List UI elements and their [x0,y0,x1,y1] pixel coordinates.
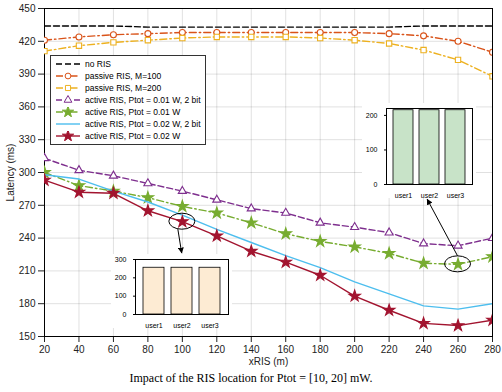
svg-text:20: 20 [39,344,51,355]
svg-text:user1: user1 [395,192,413,198]
svg-text:200: 200 [115,274,127,281]
svg-text:450: 450 [19,3,36,14]
svg-text:240: 240 [19,232,36,243]
html-text:active RIS, Ptot = 0.01 W, 2 b: active RIS, Ptot = 0.01 W, 2 bit [85,95,201,105]
svg-text:240: 240 [415,344,432,355]
svg-text:300: 300 [19,167,36,178]
svg-text:80: 80 [142,344,154,355]
svg-text:user3: user3 [447,192,465,198]
svg-text:Latency (ms): Latency (ms) [5,144,16,202]
html-text:active RIS, Ptot = 0.02 W: active RIS, Ptot = 0.02 W [85,131,181,141]
svg-text:100: 100 [366,146,378,153]
svg-text:390: 390 [19,68,36,79]
svg-text:150: 150 [19,331,36,342]
svg-text:100: 100 [174,344,191,355]
html-text:passive RIS, M=200: passive RIS, M=200 [85,83,162,93]
svg-text:360: 360 [19,101,36,112]
svg-text:100: 100 [115,292,127,299]
svg-text:280: 280 [484,344,501,355]
html-text:Impact of the RIS location for: Impact of the RIS location for Ptot = [1… [129,371,373,385]
svg-text:210: 210 [19,265,36,276]
svg-text:420: 420 [19,36,36,47]
svg-text:40: 40 [73,344,85,355]
svg-text:120: 120 [208,344,225,355]
svg-text:220: 220 [381,344,398,355]
svg-text:260: 260 [450,344,467,355]
html-text:active RIS, Ptot = 0.02 W, 2 b: active RIS, Ptot = 0.02 W, 2 bit [85,119,201,129]
svg-text:0: 0 [374,181,378,188]
svg-text:0: 0 [123,311,127,318]
svg-text:180: 180 [312,344,329,355]
html-text:passive RIS, M=100: passive RIS, M=100 [85,71,162,81]
svg-text:300: 300 [115,256,127,263]
svg-text:160: 160 [277,344,294,355]
svg-text:xRIS (m): xRIS (m) [249,356,288,367]
html-text:active RIS, Ptot = 0.01 W: active RIS, Ptot = 0.01 W [85,107,181,117]
svg-text:200: 200 [366,112,378,119]
svg-text:user2: user2 [173,322,191,328]
svg-text:60: 60 [108,344,120,355]
svg-text:330: 330 [19,134,36,145]
svg-text:270: 270 [19,200,36,211]
svg-text:user2: user2 [421,192,439,198]
svg-text:user3: user3 [201,322,219,328]
html-text:no RIS: no RIS [85,59,111,69]
svg-text:180: 180 [19,298,36,309]
svg-text:user1: user1 [145,322,163,328]
svg-text:140: 140 [243,344,260,355]
svg-text:200: 200 [346,344,363,355]
